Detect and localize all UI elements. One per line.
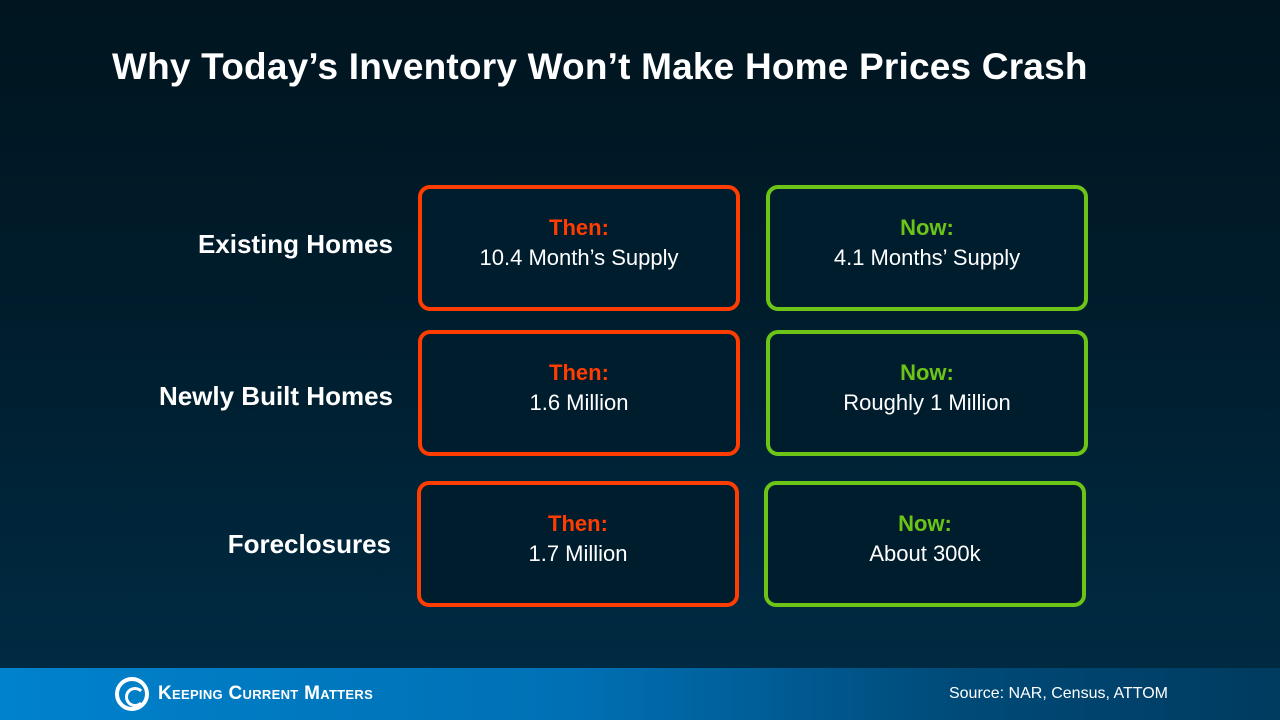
row-label-existing-homes: Existing Homes — [197, 229, 393, 259]
footer-bar: Keeping Current Matters Source: NAR, Cen… — [0, 668, 1280, 720]
then-heading: Then: — [548, 511, 608, 536]
logo-text: Keeping Current Matters — [158, 683, 374, 704]
then-heading: Then: — [549, 360, 609, 385]
now-box-newly-built-homes: Now: Roughly 1 Million — [766, 330, 1088, 456]
then-value: 1.7 Million — [528, 541, 628, 566]
slide-title: Why Today’s Inventory Won’t Make Home Pr… — [112, 46, 1088, 87]
then-box-newly-built-homes: Then: 1.6 Million — [418, 330, 740, 456]
then-value: 1.6 Million — [529, 390, 629, 415]
now-value: Roughly 1 Million — [843, 390, 1011, 415]
now-value: 4.1 Months’ Supply — [833, 245, 1021, 270]
source-text: Source: NAR, Census, ATTOM — [948, 685, 1168, 702]
now-heading: Now: — [900, 360, 954, 385]
row-label-foreclosures: Foreclosures — [227, 529, 391, 559]
now-box-foreclosures: Now: About 300k — [764, 481, 1086, 607]
now-heading: Now: — [898, 511, 952, 536]
now-box-existing-homes: Now: 4.1 Months’ Supply — [766, 185, 1088, 311]
then-box-foreclosures: Then: 1.7 Million — [417, 481, 739, 607]
kcm-logo: Keeping Current Matters — [115, 677, 373, 711]
now-heading: Now: — [900, 215, 954, 240]
row-label-newly-built-homes: Newly Built Homes — [158, 381, 393, 411]
now-value: About 300k — [869, 541, 981, 566]
then-value: 10.4 Month’s Supply — [479, 245, 679, 270]
then-box-existing-homes: Then: 10.4 Month’s Supply — [418, 185, 740, 311]
swirl-logo-icon — [115, 677, 149, 711]
then-heading: Then: — [549, 215, 609, 240]
